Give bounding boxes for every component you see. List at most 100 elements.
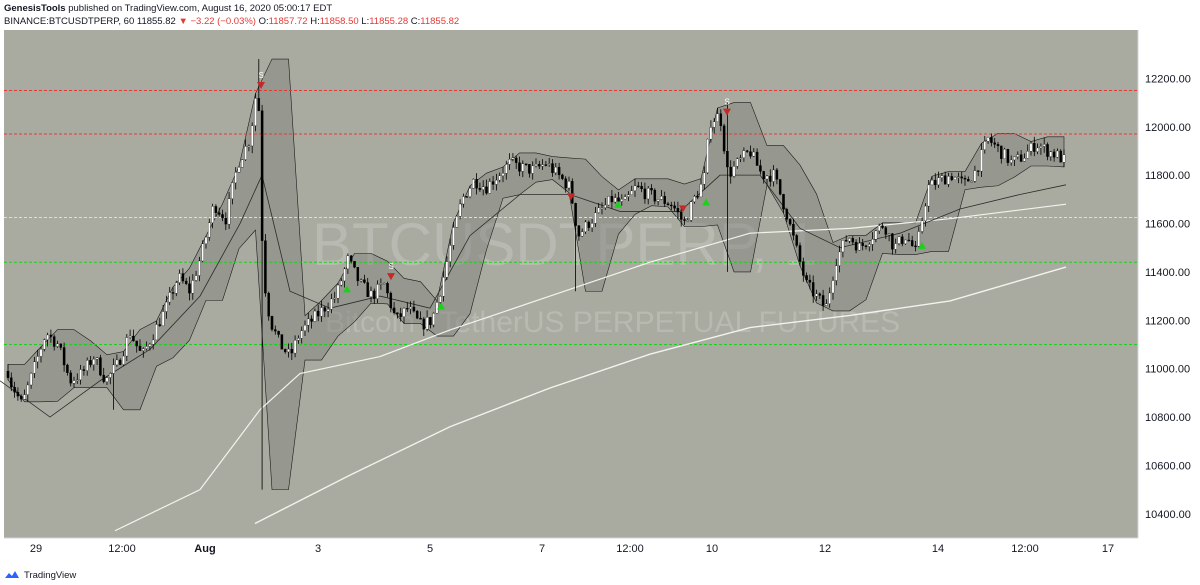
candle bbox=[1036, 143, 1039, 155]
candle bbox=[1059, 149, 1062, 163]
candle bbox=[115, 354, 119, 367]
candle bbox=[135, 340, 138, 353]
candle bbox=[353, 261, 356, 269]
price-axis[interactable]: 10400.00 10600.00 10800.00 11000.00 11200.00… bbox=[1145, 73, 1191, 520]
candle bbox=[161, 305, 165, 327]
candle bbox=[158, 317, 162, 327]
candle bbox=[419, 311, 422, 320]
ma-long-line bbox=[254, 266, 1067, 525]
candle bbox=[920, 217, 924, 234]
candle bbox=[617, 192, 620, 203]
candle bbox=[231, 182, 234, 205]
candle bbox=[19, 394, 23, 402]
candle bbox=[788, 217, 792, 227]
candle bbox=[828, 287, 831, 308]
candle bbox=[943, 171, 947, 185]
sell-signal-icon bbox=[679, 205, 687, 213]
candle bbox=[277, 330, 280, 338]
candle bbox=[1046, 142, 1049, 161]
candle bbox=[1023, 153, 1026, 163]
plot-area[interactable] bbox=[4, 30, 1138, 538]
tradingview-brand[interactable]: TradingView bbox=[24, 569, 77, 581]
candle bbox=[409, 301, 412, 315]
chart-canvas[interactable]: BTCUSDTPERP, 1 Bitcoin / TetherUS PERPET… bbox=[0, 30, 1200, 565]
candle bbox=[382, 282, 386, 285]
candle bbox=[168, 286, 171, 306]
candle bbox=[881, 222, 884, 230]
candle bbox=[481, 180, 485, 196]
price-chart[interactable]: BTCUSDTPERP, 1 Bitcoin / TetherUS PERPET… bbox=[0, 30, 1200, 565]
candle bbox=[23, 389, 26, 400]
time-tick-label: 12:00 bbox=[616, 543, 644, 555]
candle bbox=[237, 166, 241, 173]
candle bbox=[498, 172, 501, 183]
candle bbox=[660, 190, 663, 201]
candle bbox=[92, 356, 96, 371]
candle bbox=[752, 148, 756, 158]
candle bbox=[33, 356, 36, 379]
candle bbox=[6, 364, 10, 380]
candle bbox=[402, 307, 406, 324]
tradingview-logo-icon[interactable] bbox=[4, 570, 20, 580]
candle bbox=[290, 342, 294, 361]
candle bbox=[313, 308, 317, 323]
candle bbox=[699, 178, 703, 198]
candle bbox=[26, 381, 30, 402]
close-value: 11855.82 bbox=[420, 16, 460, 27]
sell-signal-icon bbox=[387, 273, 395, 281]
candle bbox=[227, 192, 231, 230]
candle bbox=[620, 194, 624, 206]
buy-signal-icon bbox=[918, 241, 926, 249]
candle bbox=[554, 162, 558, 176]
candle bbox=[16, 387, 20, 401]
candle bbox=[534, 158, 538, 168]
candle bbox=[986, 136, 990, 144]
candle bbox=[495, 173, 498, 191]
buy-signal-icon bbox=[614, 200, 622, 208]
price-tick-label: 10800.00 bbox=[1145, 412, 1191, 424]
author-name[interactable]: GenesisTools bbox=[4, 3, 66, 14]
candle bbox=[970, 180, 973, 183]
candle bbox=[29, 372, 33, 389]
candle bbox=[709, 120, 713, 143]
candle bbox=[224, 212, 228, 231]
candle bbox=[544, 160, 548, 167]
candle bbox=[983, 135, 987, 154]
candle bbox=[310, 315, 313, 329]
candle bbox=[211, 203, 214, 229]
candle bbox=[39, 346, 43, 363]
candle bbox=[386, 281, 389, 298]
candle bbox=[1033, 136, 1036, 157]
candle bbox=[703, 166, 706, 190]
candle bbox=[577, 225, 581, 241]
signals: S S S bbox=[257, 71, 926, 310]
candle bbox=[250, 122, 254, 154]
candle bbox=[980, 143, 983, 178]
candle bbox=[175, 280, 178, 297]
candle bbox=[468, 185, 472, 199]
candle bbox=[907, 232, 911, 242]
candle bbox=[148, 342, 152, 351]
price-tick-label: 11600.00 bbox=[1145, 219, 1190, 231]
candle bbox=[610, 189, 614, 209]
candle bbox=[930, 176, 934, 186]
candle bbox=[333, 291, 336, 304]
candle bbox=[755, 148, 759, 166]
candle bbox=[191, 274, 195, 300]
candle bbox=[818, 292, 822, 299]
candle bbox=[204, 235, 208, 249]
candle bbox=[151, 334, 155, 350]
candle bbox=[613, 193, 617, 204]
candle bbox=[712, 118, 716, 134]
candle bbox=[79, 364, 82, 385]
candle bbox=[719, 109, 723, 132]
open-value: 11857.72 bbox=[268, 16, 308, 27]
candle bbox=[448, 238, 452, 268]
candle bbox=[303, 320, 307, 337]
candle bbox=[815, 289, 818, 301]
candle bbox=[973, 165, 977, 183]
candle bbox=[594, 206, 597, 227]
candle bbox=[937, 171, 940, 188]
candle bbox=[557, 162, 561, 180]
time-axis[interactable]: 29 12:00 Aug 3 5 7 12:00 10 12 14 12:00 17 bbox=[30, 543, 1114, 555]
